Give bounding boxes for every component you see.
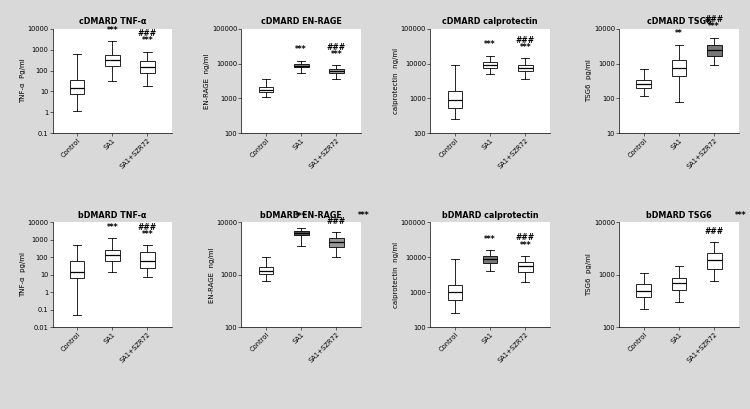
Text: ***: *** <box>296 212 307 221</box>
Text: ###: ### <box>704 227 724 236</box>
Y-axis label: EN-RAGE  ng/ml: EN-RAGE ng/ml <box>205 53 211 109</box>
Bar <box>518 65 532 71</box>
Bar <box>259 267 274 274</box>
Title: cDMARD EN-RAGE: cDMARD EN-RAGE <box>261 18 341 27</box>
Text: ***: *** <box>708 22 720 31</box>
Bar <box>329 238 344 247</box>
Bar <box>706 45 722 56</box>
Y-axis label: TSG6  pg/ml: TSG6 pg/ml <box>586 254 592 296</box>
Bar <box>448 91 462 108</box>
Bar <box>637 283 651 297</box>
Text: ***: *** <box>735 211 747 220</box>
Bar <box>706 253 722 269</box>
Text: **: ** <box>675 29 682 38</box>
Y-axis label: TNF-α  Pg/ml: TNF-α Pg/ml <box>20 58 26 103</box>
Text: ***: *** <box>142 36 153 45</box>
Text: ***: *** <box>520 43 531 52</box>
Text: ###: ### <box>327 43 346 52</box>
Text: ***: *** <box>520 240 531 249</box>
Bar <box>70 80 85 94</box>
Text: ###: ### <box>516 36 535 45</box>
Bar <box>448 285 462 300</box>
Text: ***: *** <box>142 230 153 239</box>
Bar <box>483 62 497 68</box>
Title: bDMARD calprotectin: bDMARD calprotectin <box>442 211 538 220</box>
Text: ###: ### <box>327 217 346 226</box>
Y-axis label: EN-RAGE  ng/ml: EN-RAGE ng/ml <box>209 247 214 303</box>
Title: bDMARD EN-RAGE: bDMARD EN-RAGE <box>260 211 342 220</box>
Text: ###: ### <box>704 15 724 24</box>
Bar <box>518 262 532 272</box>
Bar <box>140 61 154 72</box>
Bar <box>294 231 308 235</box>
Title: bDMARD TNF-α: bDMARD TNF-α <box>78 211 146 220</box>
Title: bDMARD TSG6: bDMARD TSG6 <box>646 211 712 220</box>
Title: cDMARD calprotectin: cDMARD calprotectin <box>442 18 538 27</box>
Y-axis label: calprotectin  ng/ml: calprotectin ng/ml <box>393 48 399 114</box>
Title: cDMARD TNF-α: cDMARD TNF-α <box>79 18 146 27</box>
Bar <box>140 252 154 268</box>
Text: ###: ### <box>138 222 157 231</box>
Text: ***: *** <box>358 211 369 220</box>
Y-axis label: TSG6  pg/ml: TSG6 pg/ml <box>586 60 592 102</box>
Y-axis label: calprotectin  ng/ml: calprotectin ng/ml <box>393 242 399 308</box>
Bar <box>259 87 274 92</box>
Text: ***: *** <box>106 26 118 35</box>
Text: ***: *** <box>484 40 496 49</box>
Bar <box>329 69 344 74</box>
Bar <box>105 250 120 261</box>
Text: ###: ### <box>516 233 535 242</box>
Text: ***: *** <box>331 50 342 59</box>
Bar <box>294 64 308 67</box>
Text: ***: *** <box>484 235 496 244</box>
Bar <box>105 55 120 66</box>
Text: ***: *** <box>106 222 118 231</box>
Bar <box>483 256 497 263</box>
Text: ***: *** <box>296 45 307 54</box>
Bar <box>671 60 686 76</box>
Bar <box>70 261 85 278</box>
Bar <box>671 278 686 290</box>
Bar <box>637 80 651 88</box>
Y-axis label: TNF-α  pg/ml: TNF-α pg/ml <box>20 252 26 297</box>
Text: ###: ### <box>138 29 157 38</box>
Title: cDMARD TSG6: cDMARD TSG6 <box>646 18 711 27</box>
